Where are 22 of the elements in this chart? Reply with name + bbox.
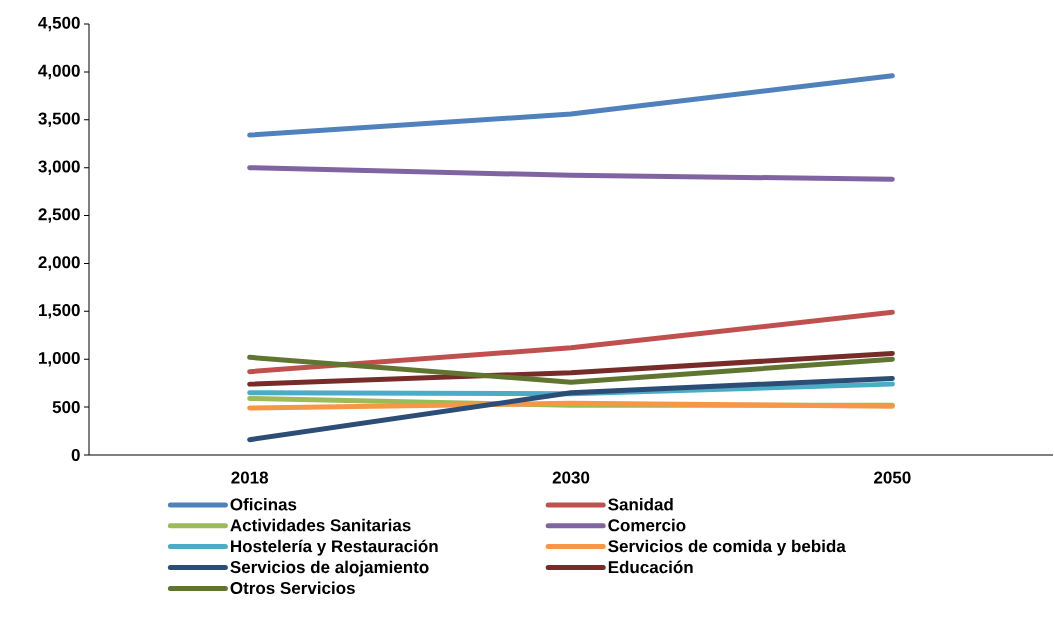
y-tick-label: 3,500: [38, 112, 80, 128]
legend-label: Comercio: [608, 518, 686, 532]
y-tick-label: 500: [52, 401, 80, 414]
y-tick-label: 4,000: [38, 64, 80, 80]
y-tick-label: 2,000: [38, 256, 80, 271]
legend-label: Servicios de alojamiento: [230, 560, 429, 577]
legend-label: Oficinas: [230, 498, 297, 511]
y-tick-label: 3,000: [38, 160, 80, 175]
y-tick-label: 4,500: [38, 16, 80, 32]
y-tick-label: 0: [71, 448, 80, 462]
x-tick-label: 2030: [552, 471, 590, 484]
legend-label: Actividades Sanitarias: [230, 518, 411, 532]
x-tick-label: 2050: [874, 471, 911, 484]
y-tick-label: 1,000: [38, 351, 80, 367]
legend-label: Servicios de comida y bebida: [608, 539, 846, 556]
y-tick-label: 1,500: [38, 304, 80, 319]
x-tick-label: 2018: [231, 471, 269, 484]
legend-label: Educación: [608, 560, 693, 574]
legend-label: Sanidad: [608, 498, 673, 511]
legend-label: Otros Servicios: [230, 581, 355, 595]
y-tick-label: 2,500: [38, 208, 80, 223]
legend-label: Hostelería y Restauración: [231, 539, 438, 556]
